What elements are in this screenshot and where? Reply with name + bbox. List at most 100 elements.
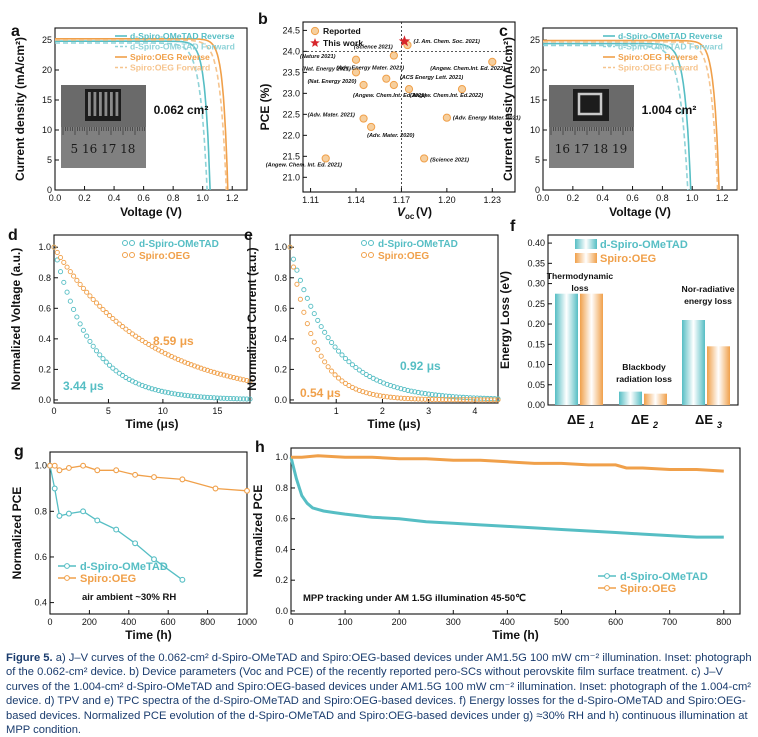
energy-loss-group-label: loss [571,283,588,293]
decay-point [439,397,446,403]
stability-point [151,474,157,481]
panel-e-ytick-label: 1.0 [274,242,287,252]
decay-point [120,324,126,330]
decay-point [204,367,211,373]
decay-point [325,335,331,341]
decay-point [433,396,439,403]
panel-a-ytick-label: 15 [42,95,52,105]
panel-e-ytick-label: 0.8 [274,273,287,283]
decay-point [294,267,300,273]
decay-point [457,394,463,400]
panel-b-xlabel-sub: oc [405,212,415,221]
stability-point [65,510,72,517]
panel-h-note: MPP tracking under AM 1.5G illumination … [303,593,526,604]
panel-f-ytick-label: 0.40 [527,238,545,248]
reported-point [359,80,368,90]
decay-point [457,397,463,403]
panel-b-ylabel: PCE (%) [258,84,272,131]
reported-point-label: (Adv. Energy Mater. 2021) [336,66,404,72]
panel-g-xtick-label: 800 [200,617,215,627]
panel-a-xtick-label: 0.6 [137,193,150,203]
decay-point [182,392,188,398]
panel-h-ylabel: Normalized PCE [251,485,265,578]
reported-point-label: (Nature 2021) [300,54,336,60]
decay-point [294,281,300,287]
decay-point [221,395,227,401]
decay-point [247,378,253,384]
panel-c: 0.0 0.2 0.4 0.6 0.8 1.0 1.2 0 5 10 15 20 25 c Voltage … [499,23,738,219]
panel-e-xtick-label: 2 [380,406,385,416]
decay-point [97,352,103,358]
panel-c-xtick-label: 1.0 [686,193,699,203]
panel-b-frame [302,21,516,193]
decay-point [188,362,194,368]
jv-curve [55,39,228,191]
stability-point [94,517,101,524]
energy-loss-bar [707,346,730,405]
stability-point [94,467,101,474]
stability-point [56,467,63,474]
decay-point [398,395,404,401]
decay-point [218,371,224,377]
decay-point [301,287,307,293]
panel-f-ytick-label: 0.15 [527,339,545,349]
panel-e: 1 2 3 4 0.0 0.2 0.4 0.6 0.8 1.0 e Time (μs) Normaliz… [244,227,501,431]
stability-point [151,556,157,563]
legend-swatch [122,252,128,258]
decay-point [116,321,122,327]
stability-point [80,462,87,469]
panel-c-xtick-label: 0.2 [567,193,580,203]
decay-point [126,328,132,335]
decay-point [159,388,165,394]
decay-point [195,364,201,370]
reported-point-label: (Science 2021) [430,157,469,163]
panel-d-frame [53,234,251,404]
decay-point [90,343,96,349]
legend-swatch [129,252,135,258]
stability-point [56,512,63,519]
panel-d-ytick-label: 0.6 [38,303,51,313]
panel-g-ytick-label: 0.6 [34,552,47,562]
panel-c-frame [542,27,738,191]
stability-point [179,576,186,583]
decay-point [84,333,90,339]
legend-swatch [361,252,367,258]
decay-point [149,386,155,392]
decay-point [287,244,293,250]
panel-e-letter: e [244,227,253,244]
panel-d-ytick-label: 0.2 [38,364,51,374]
panel-h-ytick-label: 0.2 [275,575,288,585]
panel-e-xtick-label: 4 [472,406,477,416]
legend-swatch [310,26,320,36]
decay-point [325,364,331,370]
legend-entry: d-Spiro-OMeTAD Forward [618,42,723,52]
legend-entry: Reported [323,26,361,36]
reported-point [359,114,368,123]
panel-b-xtick-label: 1.23 [484,195,502,205]
panel-f-ytick-label: 0.00 [527,400,545,410]
decay-point [329,339,335,346]
inset-device [85,89,121,121]
legend-entry: d-Spiro-OMeTAD [620,571,708,583]
decay-point [335,348,342,354]
decay-point [237,376,243,382]
energy-loss-group-label: energy loss [684,296,732,306]
decay-point [443,397,449,403]
category-label-sub: 2 [652,420,658,430]
decay-point [446,393,453,399]
panel-a: 0.0 0.2 0.4 0.6 0.8 1.0 1.2 0 5 10 15 20 25 a Voltage … [11,23,248,219]
reported-point-label: (ACS Energy Lett. 2021) [400,75,464,81]
stability-point [179,476,186,483]
device-area-label: 1.004 cm² [642,103,697,117]
decay-point [110,315,116,322]
panel-d-xtick-label: 5 [106,406,111,416]
reported-point-label: (Angew. Chem.Int. Ed.2022) [410,93,483,99]
panel-c-xtick-label: 0.0 [537,193,550,203]
panel-c-xtick-label: 0.4 [596,193,609,203]
decay-point [106,313,113,319]
decay-point [308,303,314,309]
decay-point [51,244,57,250]
panel-a-ytick-label: 5 [47,155,52,165]
decay-point [360,369,366,375]
panel-c-xtick-label: 0.8 [656,193,669,203]
